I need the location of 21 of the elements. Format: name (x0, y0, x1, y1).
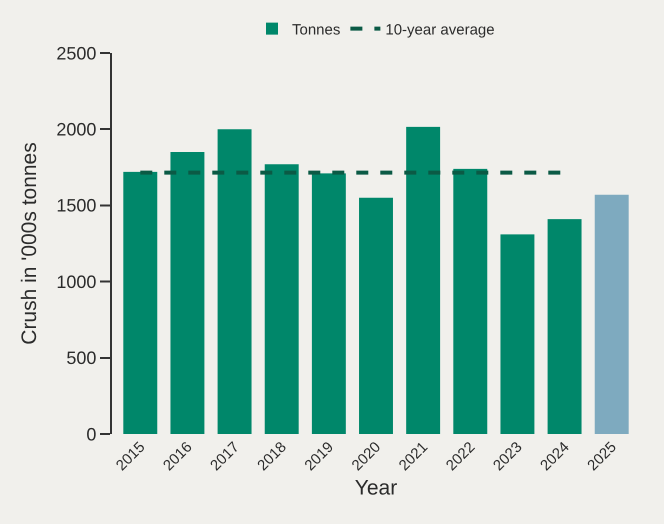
y-tick-label: 1500 (56, 196, 96, 216)
bar (123, 172, 158, 434)
y-tick-label: 2500 (56, 43, 96, 64)
bar (594, 194, 629, 434)
legend-label: Tonnes (292, 21, 340, 38)
bar (218, 129, 252, 434)
y-tick-label: 0 (86, 424, 96, 444)
y-tick-label: 1000 (56, 272, 96, 292)
y-tick-label: 2000 (56, 120, 96, 140)
bar (359, 198, 393, 434)
bar (548, 219, 582, 434)
bar (500, 234, 534, 434)
x-axis-title: Year (354, 476, 398, 500)
y-axis-title: Crush in '000s tonnes (18, 142, 42, 345)
legend-label: 10-year average (385, 21, 495, 38)
bar (170, 152, 204, 434)
y-tick-label: 500 (66, 348, 96, 368)
bar (453, 168, 488, 434)
bar (312, 173, 346, 434)
bar (264, 164, 299, 434)
bar (406, 126, 440, 434)
